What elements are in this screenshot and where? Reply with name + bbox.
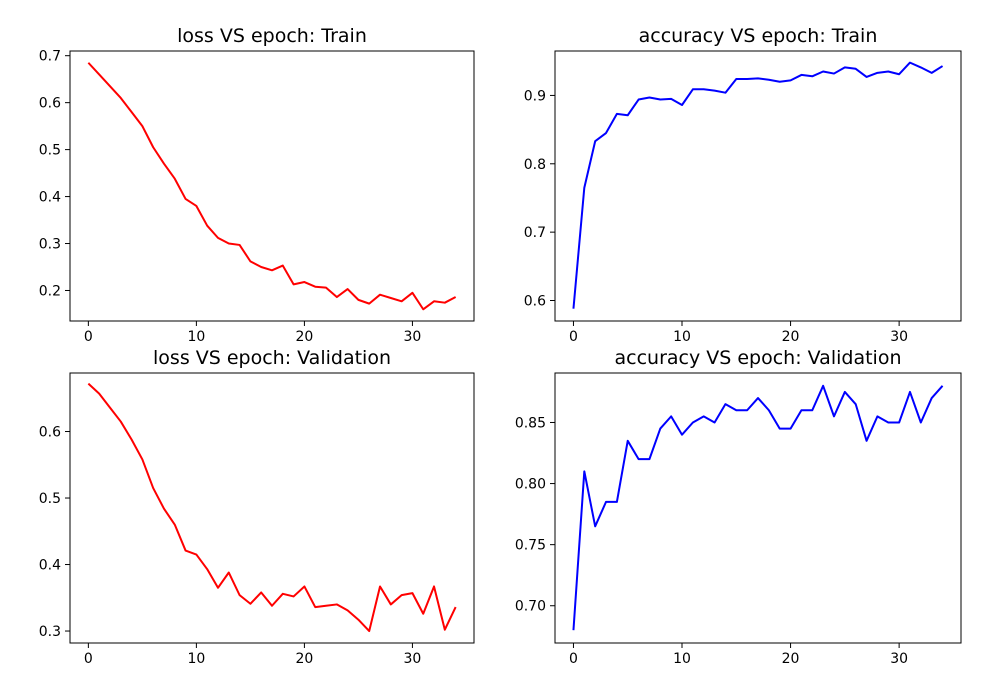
axes-frame xyxy=(69,372,475,644)
y-tick-label: 0.80 xyxy=(515,477,546,493)
y-tick-label: 0.75 xyxy=(515,538,546,554)
axes-frame xyxy=(69,50,475,322)
x-tick-label: 30 xyxy=(890,651,908,667)
y-tick-label: 0.2 xyxy=(39,283,61,299)
x-tick-label: 10 xyxy=(187,329,205,345)
y-tick-label: 0.5 xyxy=(39,491,61,507)
x-tick-label: 30 xyxy=(404,329,422,345)
y-tick-label: 0.4 xyxy=(39,558,61,574)
y-tick-label: 0.7 xyxy=(39,49,61,65)
axes-frame xyxy=(554,50,962,322)
x-tick-label: 30 xyxy=(890,329,908,345)
axes-frame xyxy=(554,372,962,644)
chart-title: loss VS epoch: Validation xyxy=(153,347,391,369)
y-tick-label: 0.3 xyxy=(39,237,61,253)
x-tick-label: 10 xyxy=(673,651,691,667)
series-line-accuracy-train xyxy=(572,61,944,309)
subplot-loss-train: loss VS epoch: Train 0 10 20 30 0.2 0.3 0.4 0.5 0… xyxy=(39,25,475,345)
y-tick-label: 0.6 xyxy=(39,425,61,441)
subplot-loss-validation: loss VS epoch: Validation 0 10 20 30 0.3 0.4 0.… xyxy=(39,347,475,667)
y-tick-label: 0.7 xyxy=(524,225,546,241)
chart-title: accuracy VS epoch: Validation xyxy=(615,347,902,369)
y-tick-label: 0.70 xyxy=(515,599,546,615)
x-tick-label: 20 xyxy=(295,329,313,345)
y-tick-label: 0.6 xyxy=(524,293,546,309)
x-tick-label: 0 xyxy=(84,651,93,667)
y-tick-label: 0.85 xyxy=(515,415,546,431)
series-line-accuracy-validation xyxy=(572,384,944,631)
y-tick-label: 0.5 xyxy=(39,143,61,159)
series-line-loss-validation xyxy=(87,382,457,633)
y-tick-label: 0.4 xyxy=(39,190,61,206)
x-tick-label: 0 xyxy=(569,651,578,667)
subplot-accuracy-validation: accuracy VS epoch: Validation 0 10 20 30 0.70… xyxy=(515,347,962,667)
x-tick-label: 20 xyxy=(782,329,800,345)
x-tick-label: 10 xyxy=(673,329,691,345)
y-tick-label: 0.6 xyxy=(39,96,61,112)
x-tick-label: 10 xyxy=(187,651,205,667)
x-tick-label: 30 xyxy=(404,651,422,667)
x-tick-label: 20 xyxy=(782,651,800,667)
x-tick-label: 0 xyxy=(569,329,578,345)
subplot-accuracy-train: accuracy VS epoch: Train 0 10 20 30 0.6 0.7 0.8… xyxy=(524,25,962,345)
chart-title: accuracy VS epoch: Train xyxy=(639,25,878,47)
series-line-loss-train xyxy=(87,62,457,311)
x-tick-label: 0 xyxy=(84,329,93,345)
subplot-grid: loss VS epoch: Train 0 10 20 30 0.2 0.3 0.4 0.5 0… xyxy=(39,25,962,667)
y-tick-label: 0.3 xyxy=(39,624,61,640)
y-tick-label: 0.9 xyxy=(524,88,546,104)
y-tick-label: 0.8 xyxy=(524,157,546,173)
chart-title: loss VS epoch: Train xyxy=(177,25,367,47)
x-tick-label: 20 xyxy=(295,651,313,667)
